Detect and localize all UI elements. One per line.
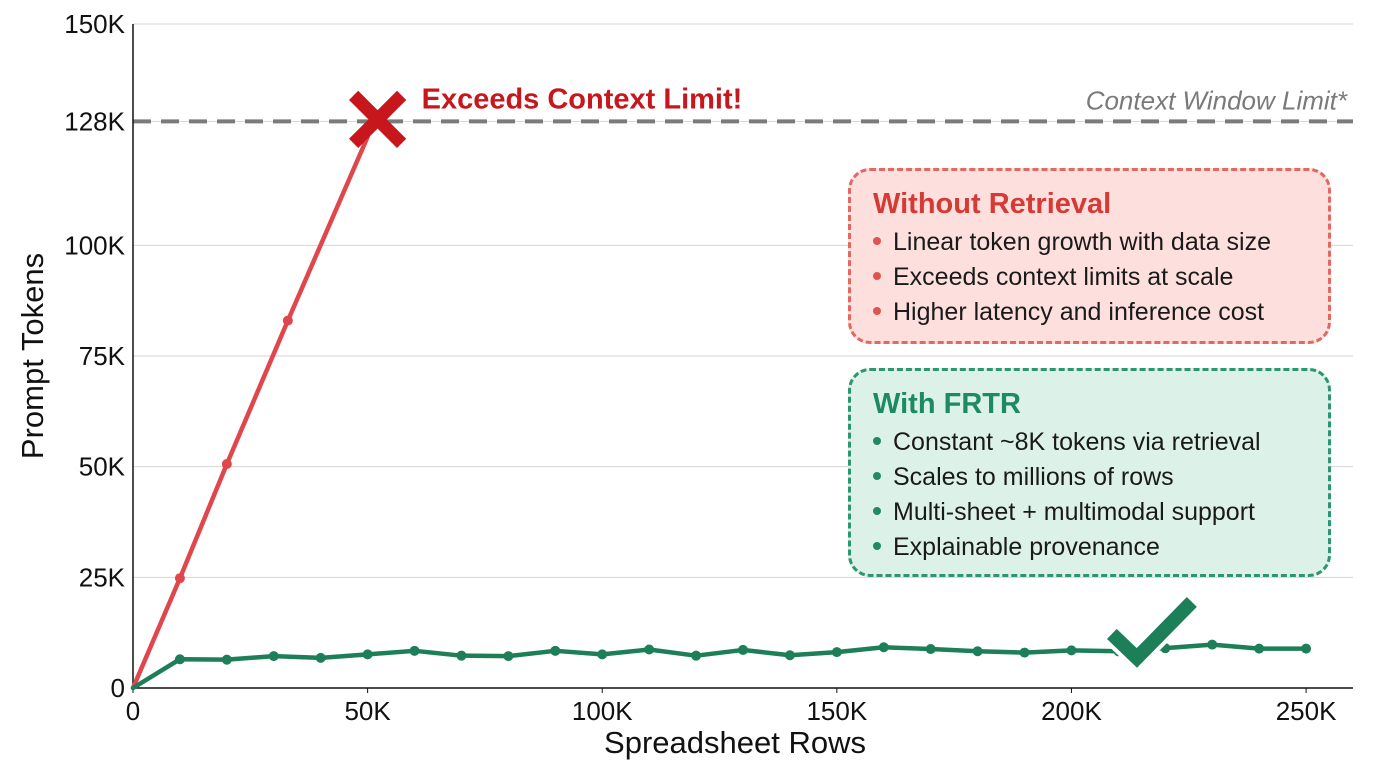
y-tick-label: 75K <box>79 341 126 371</box>
data-point <box>503 651 514 662</box>
check-stroke <box>1106 597 1197 668</box>
bullet-icon <box>873 307 881 316</box>
x-tick-label: 50K <box>344 696 391 726</box>
data-point <box>221 459 232 470</box>
data-point <box>1019 647 1030 658</box>
y-tick-label: 128K <box>64 106 125 136</box>
axes <box>132 24 1353 689</box>
check-icon <box>1104 594 1200 674</box>
list-item-text: Constant ~8K tokens via retrieval <box>893 428 1261 456</box>
without-retrieval-title: Without Retrieval <box>873 188 1112 220</box>
bullet-icon <box>873 472 881 481</box>
y-axis-title: Prompt Tokens <box>15 253 50 459</box>
data-point <box>409 645 420 656</box>
data-point <box>174 654 185 665</box>
data-point <box>738 644 748 655</box>
with-frtr-title: With FRTR <box>873 388 1021 420</box>
y-tick-label: 0 <box>111 673 125 703</box>
context-limit-reference: Context Window Limit* <box>133 85 1353 124</box>
data-point <box>456 650 467 661</box>
bullet-icon <box>873 437 881 446</box>
list-item-text: Linear token growth with data size <box>893 228 1271 256</box>
x-stroke <box>349 90 407 148</box>
data-point <box>174 573 185 584</box>
data-point <box>221 654 232 665</box>
annotation-markers <box>349 90 1200 674</box>
x-tick-labels: 0 50K 100K 150K 200K 250K <box>126 688 1337 726</box>
x-tick-label: 100K <box>572 696 633 726</box>
bullet-icon <box>873 542 881 551</box>
data-point <box>691 650 702 661</box>
x-tick-label: 0 <box>126 696 140 726</box>
list-item-text: Scales to millions of rows <box>893 463 1174 491</box>
bullet-icon <box>873 237 881 246</box>
list-item-text: Explainable provenance <box>893 533 1160 561</box>
bullet-icon <box>873 507 881 516</box>
y-tick-label: 25K <box>79 562 126 592</box>
y-tick-label: 100K <box>64 230 125 260</box>
x-tick-label: 150K <box>806 696 867 726</box>
y-tick-label: 50K <box>79 452 126 482</box>
data-point <box>784 650 795 661</box>
list-item: Linear token growth with data size <box>873 225 1306 260</box>
series-without-retrieval <box>130 134 370 691</box>
data-point <box>1207 639 1218 650</box>
data-point <box>644 644 655 655</box>
data-point <box>1254 643 1265 654</box>
exceeds-context-limit-label: Exceeds Context Limit! <box>422 83 743 115</box>
data-point <box>550 645 561 656</box>
list-item-text: Exceeds context limits at scale <box>893 263 1234 291</box>
exceed-x-icon <box>349 90 407 148</box>
x-tick-label: 200K <box>1041 696 1102 726</box>
with-frtr-list: Constant ~8K tokens via retrieval Scales… <box>873 425 1306 565</box>
list-item-text: Higher latency and inference cost <box>893 298 1265 326</box>
y-tick-label: 150K <box>64 9 125 39</box>
data-point <box>878 642 889 653</box>
x-axis-title: Spreadsheet Rows <box>604 725 866 760</box>
data-point <box>831 647 842 658</box>
data-point <box>925 644 936 655</box>
list-item: Higher latency and inference cost <box>873 295 1306 330</box>
without-retrieval-list: Linear token growth with data size Excee… <box>873 225 1306 330</box>
data-point <box>282 315 293 326</box>
list-item-text: Multi-sheet + multimodal support <box>893 498 1255 526</box>
list-item: Exceeds context limits at scale <box>873 260 1306 295</box>
series-line <box>130 134 370 691</box>
data-point <box>1066 645 1077 656</box>
data-point <box>1301 643 1312 654</box>
data-point <box>315 652 326 663</box>
data-point <box>972 646 983 657</box>
data-point <box>268 651 279 662</box>
bullet-icon <box>873 272 881 281</box>
data-point <box>597 649 608 660</box>
list-item: Explainable provenance <box>873 530 1306 565</box>
list-item: Constant ~8K tokens via retrieval <box>873 425 1306 460</box>
with-frtr-panel: With FRTR Constant ~8K tokens via retrie… <box>848 368 1331 577</box>
without-retrieval-panel: Without Retrieval Linear token growth wi… <box>848 168 1331 344</box>
list-item: Scales to millions of rows <box>873 460 1306 495</box>
x-tick-label: 250K <box>1276 696 1337 726</box>
series-line <box>130 642 1309 691</box>
list-item: Multi-sheet + multimodal support <box>873 495 1306 530</box>
context-window-limit-label: Context Window Limit* <box>1086 85 1348 115</box>
y-tick-labels: 0 25K 50K 75K 100K 128K 150K <box>64 9 125 703</box>
data-point <box>362 649 373 660</box>
